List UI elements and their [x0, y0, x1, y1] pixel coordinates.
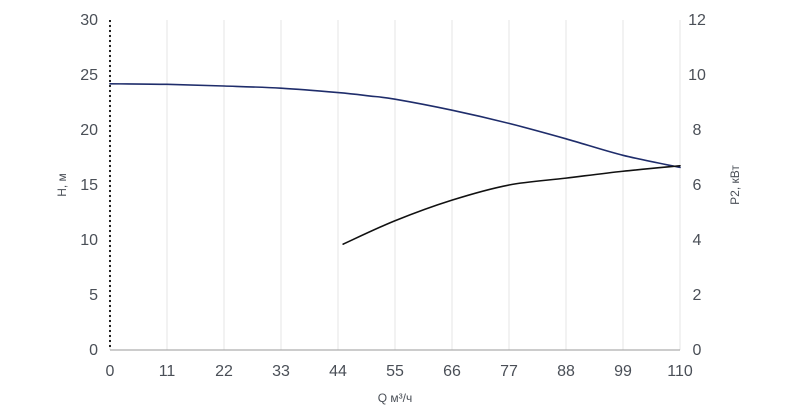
axes: [109, 20, 680, 351]
y-right-tick-label: 4: [693, 232, 702, 249]
y-left-axis-label: H, м: [55, 173, 69, 197]
x-axis-label: Q м³/ч: [378, 391, 413, 405]
x-tick-label: 99: [614, 363, 632, 380]
y-right-tick-label: 12: [688, 12, 706, 29]
x-tick-label: 110: [667, 363, 693, 380]
vertical-gridlines: [109, 20, 681, 350]
x-tick-label: 0: [106, 363, 115, 380]
tick-labels: 0 11 22 33 44 55 66 77 88 99 110051015202530024681…: [80, 12, 706, 380]
y-left-tick-label: 25: [80, 67, 98, 84]
x-tick-label: 66: [443, 363, 461, 380]
y-right-tick-label: 10: [688, 67, 706, 84]
x-tick-label: 11: [159, 363, 176, 380]
y-left-tick-label: 15: [80, 177, 98, 194]
y-left-tick-label: 5: [89, 287, 98, 304]
y-right-axis-label: P2, кВт: [728, 165, 742, 205]
y-right-tick-label: 0: [693, 342, 702, 359]
series-lines: [109, 83, 681, 245]
y-left-tick-label: 10: [80, 232, 98, 249]
y-left-tick-label: 30: [80, 12, 98, 29]
x-tick-label: 55: [386, 363, 404, 380]
x-tick-label: 22: [215, 363, 233, 380]
y-right-tick-label: 6: [693, 177, 702, 194]
x-tick-label: 88: [557, 363, 575, 380]
head-curve-line: [109, 83, 681, 169]
y-right-tick-label: 8: [693, 122, 702, 139]
y-left-tick-label: 20: [80, 122, 98, 139]
y-left-tick-label: 0: [89, 342, 98, 359]
y-right-tick-label: 2: [693, 287, 702, 304]
x-tick-label: 33: [272, 363, 290, 380]
power-curve-line: [342, 164, 681, 245]
x-tick-label: 44: [329, 363, 347, 380]
x-tick-label: 77: [500, 363, 518, 380]
